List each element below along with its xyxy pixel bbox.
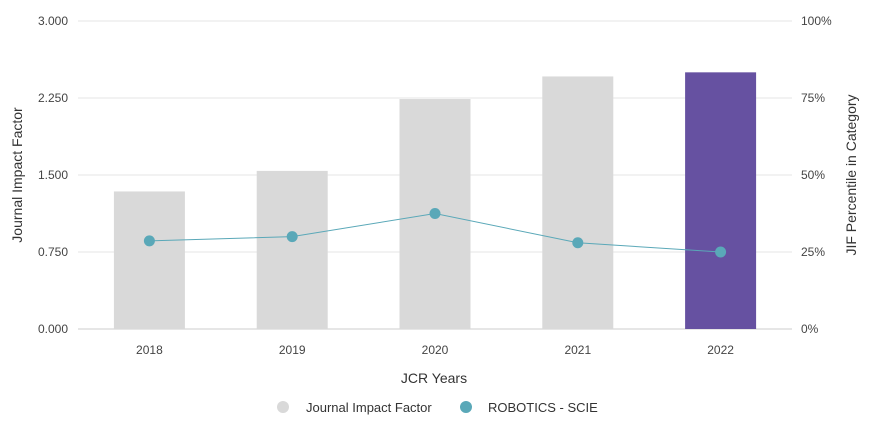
y-tick-label: 2.250 (38, 91, 68, 105)
legend-robotics-marker[interactable] (460, 401, 472, 413)
y2-tick-label: 25% (801, 245, 825, 259)
x-tick-label: 2020 (422, 343, 449, 357)
point-2019[interactable] (286, 231, 298, 243)
y2-tick-label: 75% (801, 91, 825, 105)
y-tick-label: 0.000 (38, 322, 68, 336)
x-tick-label: 2021 (564, 343, 591, 357)
legend-jif-marker[interactable] (277, 401, 289, 413)
point-2018[interactable] (143, 235, 155, 247)
right-axis-ticks: 0% 25% 50% 75% 100% (801, 14, 832, 336)
x-tick-label: 2018 (136, 343, 163, 357)
line-series (143, 208, 727, 258)
x-axis-title: JCR Years (401, 370, 467, 386)
y2-tick-label: 100% (801, 14, 832, 28)
y-tick-label: 3.000 (38, 14, 68, 28)
point-2022[interactable] (715, 246, 727, 258)
x-axis-ticks: 2018 2019 2020 2021 2022 (136, 343, 734, 357)
bar-2022[interactable] (685, 72, 757, 329)
y2-tick-label: 50% (801, 168, 825, 182)
y-axis-title: Journal Impact Factor (9, 107, 25, 243)
x-tick-label: 2022 (707, 343, 734, 357)
bar-2018[interactable] (113, 191, 185, 329)
point-2021[interactable] (572, 237, 584, 249)
legend: Journal Impact Factor ROBOTICS - SCIE (277, 400, 598, 415)
legend-jif-label[interactable]: Journal Impact Factor (306, 400, 432, 415)
x-tick-label: 2019 (279, 343, 306, 357)
bar-series (113, 72, 757, 329)
y2-axis-title: JIF Percentile in Category (843, 94, 859, 255)
legend-robotics-label[interactable]: ROBOTICS - SCIE (488, 400, 598, 415)
left-axis-ticks: 0.000 0.750 1.500 2.250 3.000 (38, 14, 68, 336)
y-tick-label: 1.500 (38, 168, 68, 182)
y2-tick-label: 0% (801, 322, 819, 336)
bar-2019[interactable] (256, 170, 328, 329)
y-tick-label: 0.750 (38, 245, 68, 259)
point-2020[interactable] (429, 208, 441, 219)
bar-2021[interactable] (542, 76, 614, 329)
